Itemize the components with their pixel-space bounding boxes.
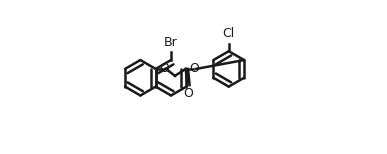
- Text: O: O: [183, 87, 194, 100]
- Text: O: O: [159, 62, 169, 75]
- Text: Cl: Cl: [223, 27, 235, 41]
- Text: Br: Br: [164, 36, 178, 49]
- Text: O: O: [189, 62, 199, 75]
